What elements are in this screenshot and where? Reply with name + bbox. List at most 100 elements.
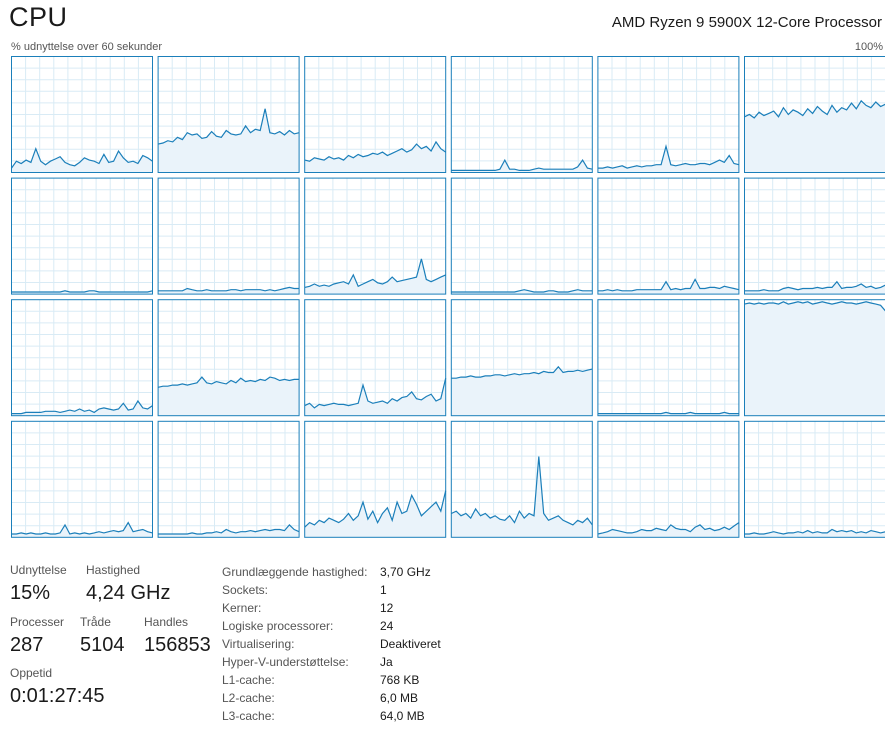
graph-axis-label: % udnyttelse over 60 sekunder — [11, 41, 163, 53]
core-usage-line — [11, 290, 153, 293]
core-usage-line — [304, 140, 447, 162]
stat-oppetid-value: 0:01:27:45 — [10, 685, 105, 707]
core-graph-22[interactable] — [597, 420, 740, 538]
core-graph-5[interactable] — [744, 56, 886, 173]
core-usage-line — [11, 146, 153, 169]
core-usage-line — [304, 378, 447, 409]
core-usage-line — [744, 528, 885, 535]
core-graph-6[interactable] — [11, 177, 153, 295]
core-usage-area — [451, 366, 593, 416]
stat-processer-value: 287 — [10, 634, 44, 656]
core-graph-7[interactable] — [157, 177, 300, 295]
core-graph-9[interactable] — [450, 177, 593, 295]
core-usage-area — [158, 377, 300, 416]
stat-handles-label: Handles — [144, 615, 189, 629]
stat-traade-value: 5104 — [80, 634, 125, 656]
detail-row: Logiske processorer: 24 — [222, 617, 441, 635]
core-usage-area — [744, 100, 885, 173]
stat-traade-label: Tråde — [80, 615, 111, 629]
core-usage-line — [158, 524, 300, 535]
core-usage-area — [304, 378, 446, 416]
core-usage-area — [451, 289, 593, 295]
detail-key: L3-cache: — [222, 709, 275, 723]
core-graph-3[interactable] — [450, 56, 593, 173]
stat-hastighed: Hastighed 4,24 GHz — [86, 563, 170, 605]
core-usage-line — [744, 280, 885, 292]
core-usage-line — [744, 301, 885, 312]
detail-key: Sockets: — [222, 583, 269, 597]
detail-row: Virtualisering: Deaktiveret — [222, 635, 441, 653]
core-usage-line — [597, 144, 740, 169]
graph-axis-max: 100% — [854, 41, 883, 53]
core-graph-18[interactable] — [11, 420, 153, 538]
stat-udnyttelse: Udnyttelse 15% — [10, 563, 67, 605]
core-usage-line — [451, 456, 593, 526]
stat-oppetid: Oppetid 0:01:27:45 — [10, 666, 105, 708]
core-usage-area — [597, 412, 739, 416]
core-graph-17[interactable] — [744, 299, 886, 417]
detail-key: Grundlæggende hastighed: — [222, 565, 368, 579]
core-graph-23[interactable] — [744, 420, 886, 538]
core-usage-line — [597, 522, 740, 535]
core-graph-0[interactable] — [11, 56, 153, 173]
detail-value: 6,0 MB — [380, 691, 419, 705]
core-graph-4[interactable] — [597, 56, 740, 173]
core-usage-area — [11, 401, 153, 416]
core-graph-19[interactable] — [157, 420, 300, 538]
core-usage-line — [451, 289, 593, 293]
core-usage-area — [597, 522, 739, 538]
core-usage-line — [157, 376, 300, 388]
core-graph-2[interactable] — [304, 56, 447, 173]
detail-value: 768 KB — [380, 673, 420, 687]
detail-value: 24 — [380, 619, 394, 633]
detail-key: L1-cache: — [222, 673, 275, 687]
core-usage-area — [304, 258, 446, 295]
core-graph-10[interactable] — [597, 177, 740, 295]
detail-row: Hyper-V-understøttelse: Ja — [222, 653, 441, 671]
core-usage-line — [11, 399, 153, 415]
stat-udnyttelse-label: Udnyttelse — [10, 563, 67, 577]
detail-value: 3,70 GHz — [380, 565, 431, 579]
detail-value: Deaktiveret — [380, 637, 441, 651]
core-graph-13[interactable] — [157, 299, 300, 417]
stat-handles: Handles 156853 — [144, 615, 211, 657]
core-graph-21[interactable] — [450, 420, 593, 538]
stat-hastighed-label: Hastighed — [86, 563, 141, 577]
detail-row: L3-cache: 64,0 MB — [222, 707, 441, 725]
core-graph-12[interactable] — [11, 299, 153, 417]
core-usage-area — [451, 456, 593, 538]
stat-hastighed-value: 4,24 GHz — [86, 582, 171, 604]
stat-handles-value: 156853 — [144, 634, 211, 656]
detail-value: Ja — [380, 655, 393, 669]
core-usage-line — [11, 521, 153, 535]
detail-key: Logiske processorer: — [222, 619, 334, 633]
detail-row: Sockets: 1 — [222, 581, 441, 599]
core-graph-11[interactable] — [744, 177, 886, 295]
core-usage-line — [451, 158, 593, 172]
stat-oppetid-label: Oppetid — [10, 666, 53, 680]
detail-value: 1 — [380, 583, 387, 597]
stat-udnyttelse-value: 15% — [10, 582, 51, 604]
core-usage-line — [451, 365, 593, 379]
detail-row: Kerner: 12 — [222, 599, 441, 617]
core-usage-line — [158, 286, 300, 292]
detail-row: L2-cache: 6,0 MB — [222, 689, 441, 707]
core-graph-15[interactable] — [450, 299, 593, 417]
core-graph-20[interactable] — [304, 420, 447, 538]
stat-processer-label: Processer — [10, 615, 65, 629]
detail-key: Virtualisering: — [222, 637, 295, 651]
stat-traade: Tråde 5104 — [80, 615, 125, 657]
core-graph-14[interactable] — [304, 299, 447, 417]
core-graph-16[interactable] — [597, 299, 740, 417]
detail-row: L1-cache: 768 KB — [222, 671, 441, 689]
detail-key: L2-cache: — [222, 691, 275, 705]
core-usage-line — [304, 490, 447, 528]
stat-processer: Processer 287 — [10, 615, 64, 657]
core-usage-area — [597, 146, 739, 173]
logical-processor-graphs[interactable] — [11, 56, 885, 539]
core-graph-1[interactable] — [157, 56, 300, 173]
core-usage-area — [744, 301, 885, 416]
core-usage-line — [157, 108, 300, 145]
core-graph-8[interactable] — [304, 177, 447, 295]
core-usage-line — [597, 411, 739, 415]
